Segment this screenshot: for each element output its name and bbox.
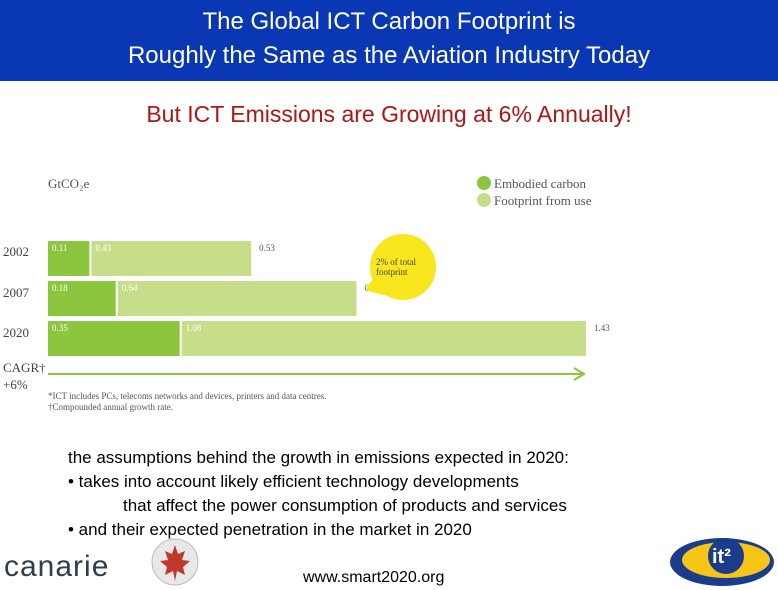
- cagr-label: CAGR†: [3, 360, 46, 375]
- slide-title-line2: Roughly the Same as the Aviation Industr…: [127, 42, 651, 69]
- callout-bubble: 2% of total footprint: [366, 234, 436, 300]
- bar-use-2020: [181, 321, 586, 356]
- assumption-item-1-cont: that affect the power consumption of pro…: [123, 496, 567, 515]
- legend-use-marker: [477, 193, 491, 207]
- maple-leaf-logo: [151, 538, 199, 586]
- emissions-chart: GtCO₂e Embodied carbon Footprint from us…: [3, 176, 610, 412]
- slide-title-line1: The Global ICT Carbon Footprint is: [202, 8, 576, 35]
- footnote-line1: *ICT includes PCs, telecoms networks and…: [48, 391, 327, 401]
- slide-subtitle: But ICT Emissions are Growing at 6% Annu…: [146, 101, 632, 127]
- year-label-2020: 2020: [3, 325, 29, 340]
- canarie-logo: canarie: [4, 550, 110, 583]
- it2-logo: it²: [670, 538, 774, 586]
- cagr-value: +6%: [3, 377, 28, 392]
- legend-use-label: Footprint from use: [494, 193, 592, 208]
- assumption-item-2: • and their expected penetration in the …: [68, 520, 472, 539]
- label-use-2002: 0.43: [95, 243, 111, 253]
- assumptions-intro: the assumptions behind the growth in emi…: [68, 448, 569, 467]
- it2-logo-text: it²: [712, 546, 731, 568]
- label-embodied-2020: 0.35: [52, 323, 68, 333]
- assumptions-text: the assumptions behind the growth in emi…: [68, 446, 569, 542]
- footer-url: www.smart2020.org: [303, 569, 445, 586]
- legend-embodied-marker: [477, 176, 491, 190]
- bar-use-2007: [117, 281, 357, 316]
- footnote-line2: †Compounded annual growth rate.: [48, 402, 173, 412]
- label-use-2020: 1.08: [186, 323, 202, 333]
- slide-header: The Global ICT Carbon Footprint is Rough…: [0, 0, 778, 81]
- bar-embodied-2007: [48, 281, 116, 316]
- year-label-2002: 2002: [3, 244, 29, 259]
- label-embodied-2002: 0.11: [52, 243, 67, 253]
- bar-embodied-2002: [48, 241, 90, 276]
- bar-embodied-2020: [48, 321, 180, 356]
- callout-line2: footprint: [376, 267, 408, 277]
- label-total-2020: 1.43: [594, 323, 610, 333]
- year-label-2007: 2007: [3, 285, 30, 300]
- label-embodied-2007: 0.18: [52, 283, 68, 293]
- label-use-2007: 0.64: [122, 283, 138, 293]
- callout-line1: 2% of total: [376, 257, 416, 267]
- bar-use-2002: [91, 241, 252, 276]
- assumption-item-1: • takes into account likely efficient te…: [68, 472, 519, 491]
- label-total-2002: 0.53: [259, 243, 275, 253]
- legend-embodied-label: Embodied carbon: [494, 176, 587, 191]
- cagr-arrow-head: [573, 367, 586, 381]
- bars-group: 0.110.430.530.180.640.830.351.081.43: [48, 241, 610, 356]
- chart-unit-label: GtCO₂e: [48, 176, 90, 191]
